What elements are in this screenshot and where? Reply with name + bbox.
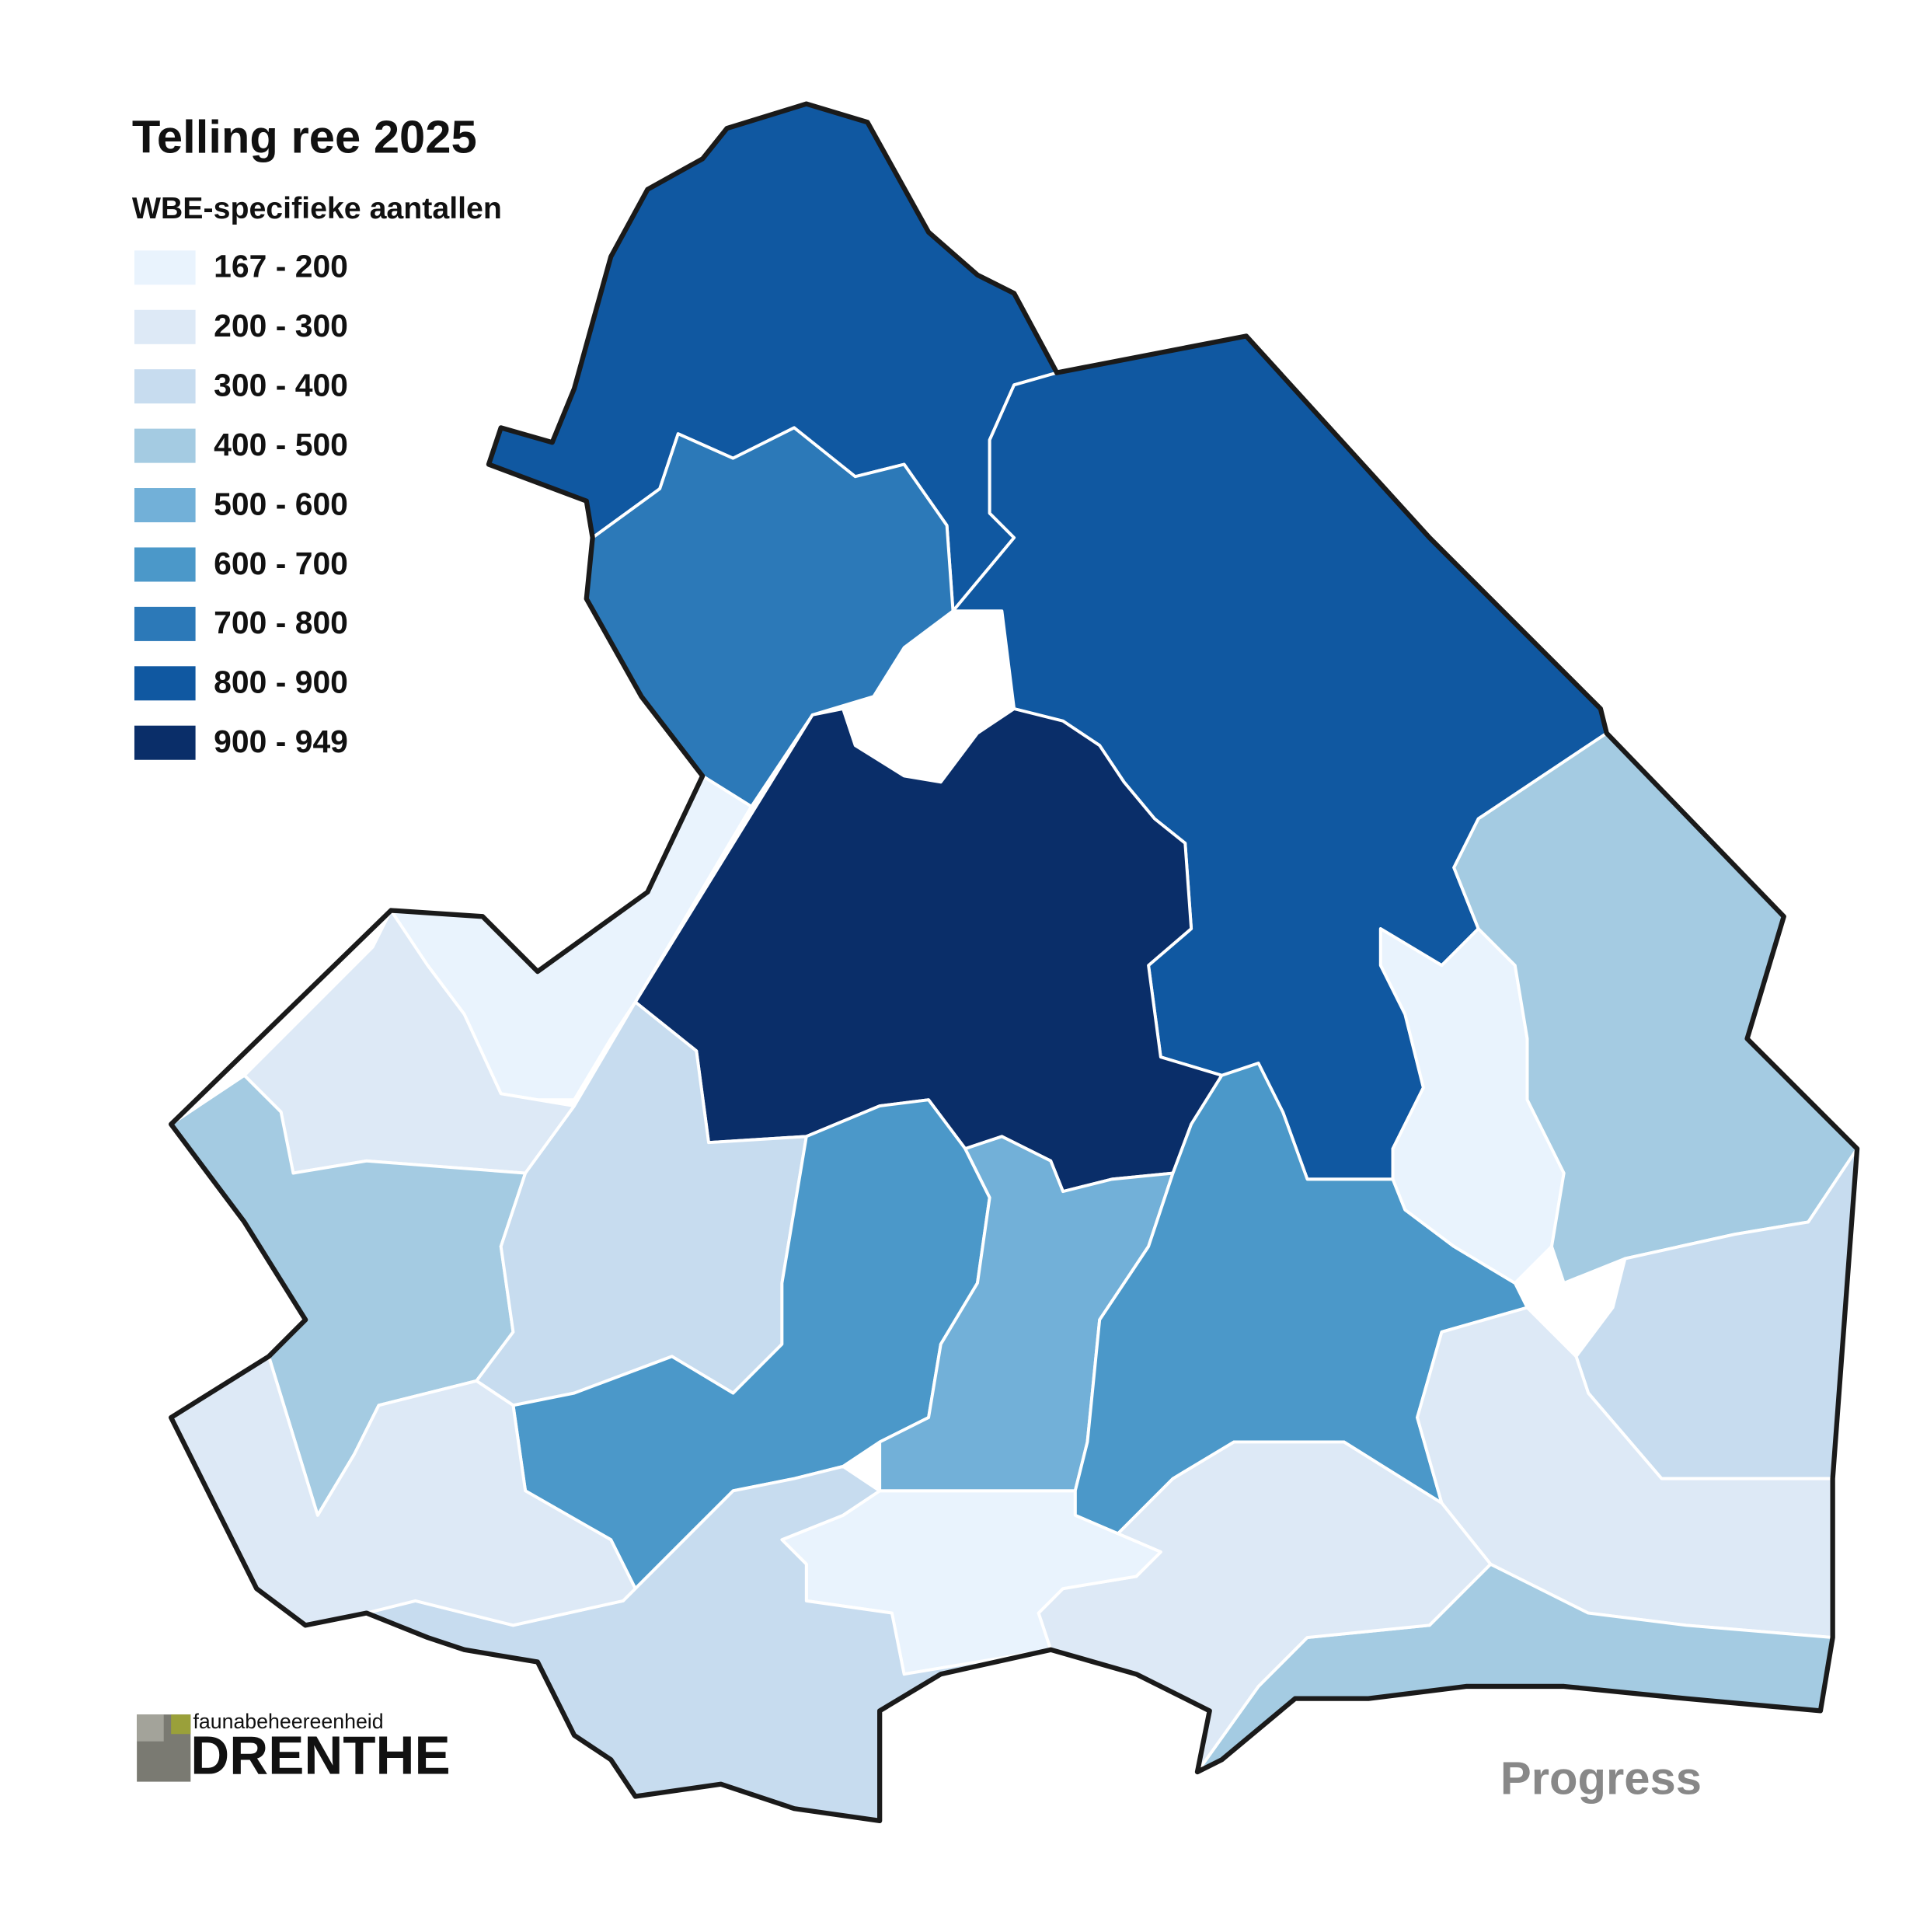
province-outline [169, 101, 1860, 1824]
legend-swatch [134, 250, 196, 285]
legend-label: 167 - 200 [214, 249, 348, 284]
legend-swatch [134, 428, 196, 463]
legend-swatch [134, 309, 196, 344]
legend-label: 300 - 400 [214, 368, 348, 403]
legend-label: 600 - 700 [214, 546, 348, 581]
legend-label: 500 - 600 [214, 486, 348, 521]
regions [169, 102, 1859, 1822]
logo-subtitle: faunabeheereenheid [193, 1710, 383, 1733]
legend-swatch [134, 369, 196, 404]
fbe-logo: faunabeheereenheid DRENTHE [137, 1710, 451, 1786]
legend-label: 700 - 800 [214, 605, 348, 640]
legend: 167 - 200 200 - 300 300 - 400 400 - 500 500 … [134, 249, 348, 760]
legend-swatch [134, 547, 196, 582]
legend-swatch [134, 666, 196, 701]
legend-label: 800 - 900 [214, 664, 348, 700]
legend-swatch [134, 725, 196, 760]
partner-logo: Progress [1500, 1752, 1702, 1804]
logo-title: DRENTHE [190, 1725, 450, 1786]
legend-label: 400 - 500 [214, 427, 348, 462]
map-title: Telling ree 2025 [132, 111, 477, 163]
logo-block [171, 1714, 191, 1735]
legend-title: WBE-specifieke aantallen [132, 191, 502, 225]
legend-label: 200 - 300 [214, 308, 348, 344]
legend-swatch [134, 488, 196, 523]
logo-block [137, 1714, 164, 1742]
legend-label: 900 - 949 [214, 724, 348, 759]
legend-swatch [134, 606, 196, 641]
